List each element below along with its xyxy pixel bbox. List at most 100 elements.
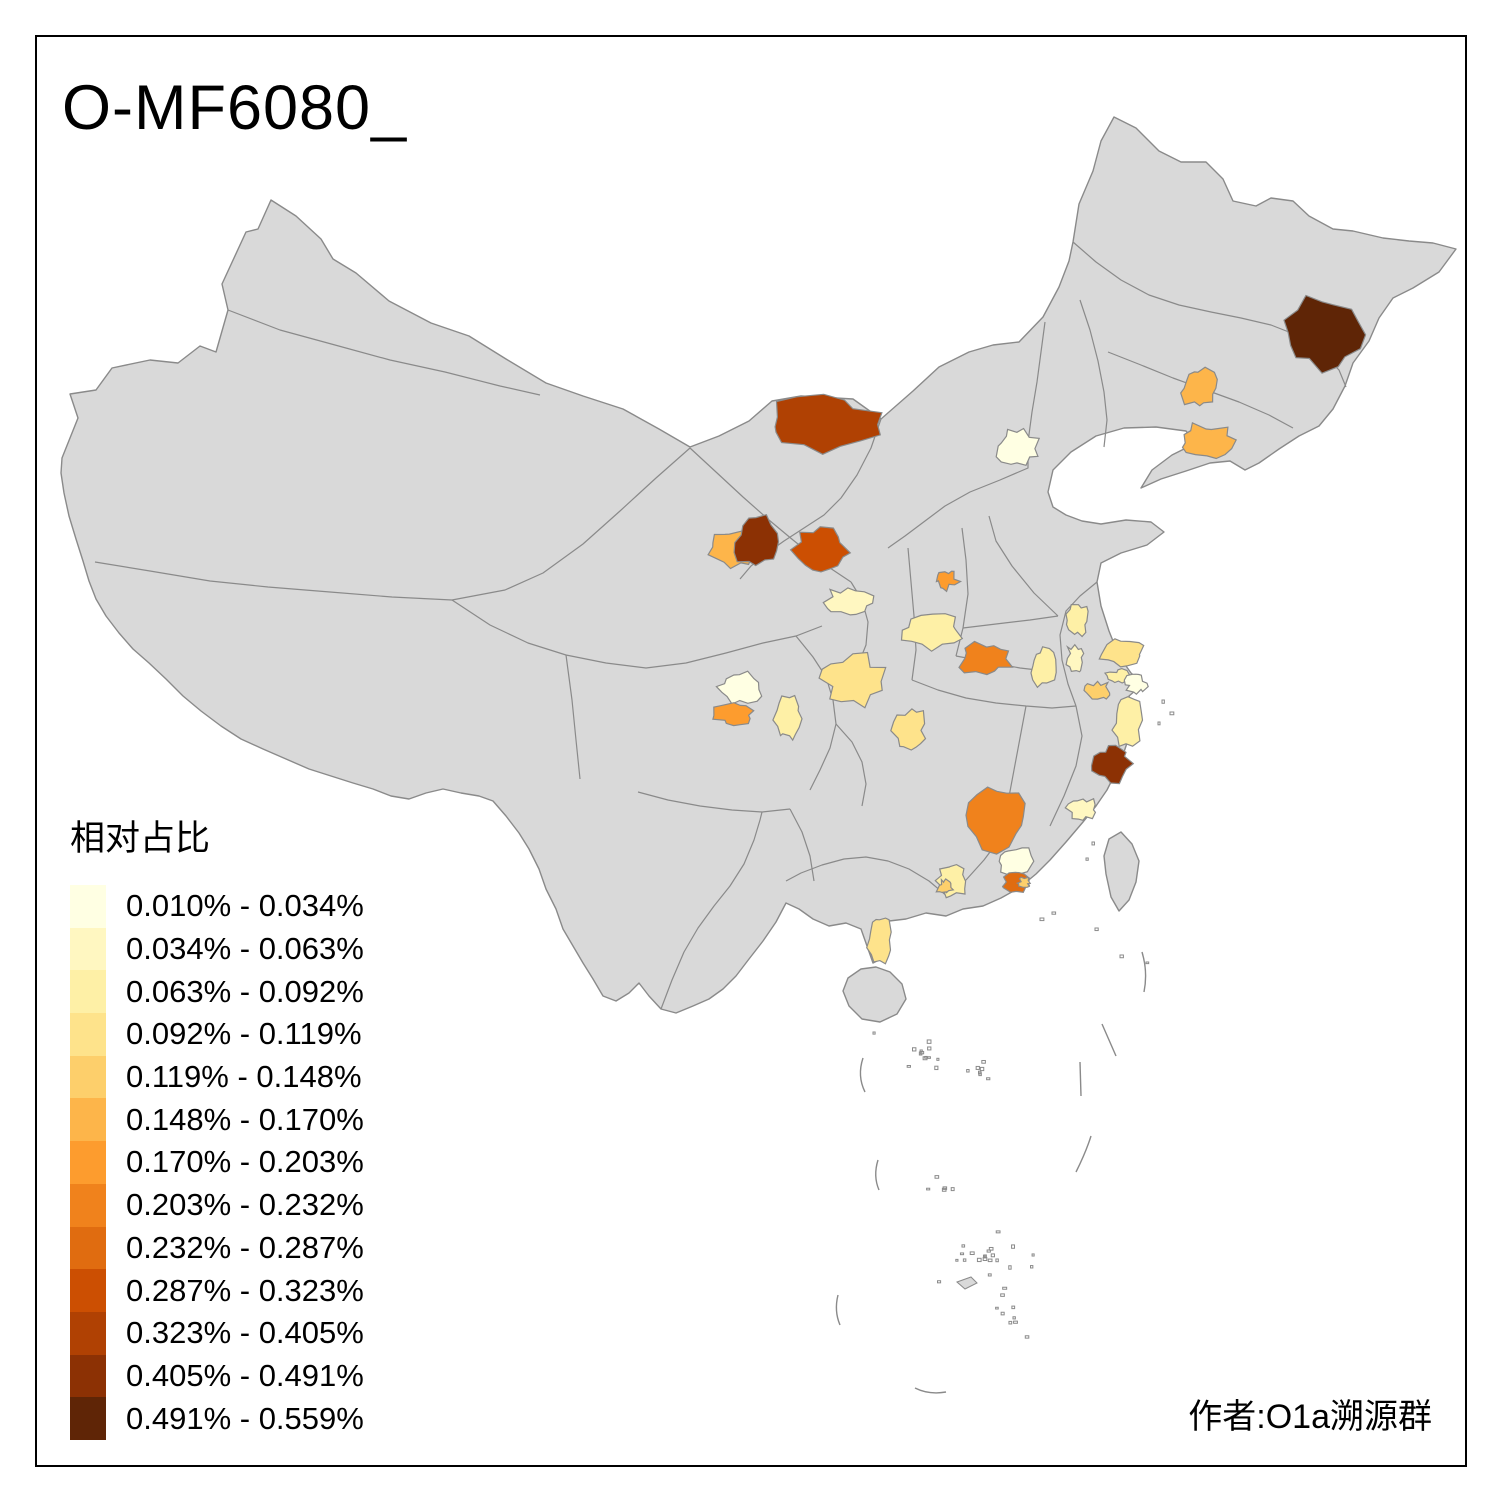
province-border — [988, 515, 1059, 617]
province-border — [1059, 581, 1098, 707]
sea-boundary-dash — [859, 1057, 866, 1093]
islet-dot — [1039, 917, 1045, 922]
sea-boundary-dash — [835, 1294, 841, 1326]
islet-dot — [982, 1254, 987, 1259]
legend-row: 0.170% - 0.203% — [70, 1141, 364, 1184]
legend-label: 0.232% - 0.287% — [126, 1229, 364, 1265]
legend-swatch — [70, 1013, 106, 1056]
land-layer — [60, 116, 1457, 1023]
map-region-r24 — [712, 702, 755, 727]
islet-dot — [955, 1258, 959, 1262]
legend-row: 0.063% - 0.092% — [70, 970, 364, 1014]
islet-dot — [995, 1258, 999, 1263]
china-mainland-outline — [60, 116, 1457, 1014]
islet-dot — [922, 1056, 928, 1061]
south-china-sea-islands-layer — [835, 699, 1175, 1394]
legend-rows: 0.010% - 0.034% 0.034% - 0.063% 0.063% - 0… — [70, 885, 364, 1440]
legend: 相对占比 0.010% - 0.034% 0.034% - 0.063% 0.063… — [70, 810, 364, 1440]
province-border — [660, 811, 763, 1010]
sea-boundary-dash — [914, 1387, 947, 1394]
taiwan-island — [1103, 831, 1140, 912]
legend-row: 0.119% - 0.148% — [70, 1055, 364, 1099]
legend-swatch — [70, 1354, 106, 1398]
map-region-r26 — [818, 651, 887, 709]
islet-dot — [1051, 911, 1057, 915]
islet-dot — [872, 1031, 876, 1035]
map-region-r29 — [998, 847, 1035, 877]
islet-dot — [1119, 954, 1124, 959]
islet-dot — [959, 1252, 965, 1256]
islet-dot — [919, 1050, 925, 1055]
legend-label: 0.405% - 0.491% — [126, 1357, 364, 1393]
legend-row: 0.323% - 0.405% — [70, 1311, 364, 1355]
map-region-r19 — [1083, 680, 1111, 700]
islet-dot — [987, 1273, 992, 1277]
map-region-r27 — [890, 708, 927, 751]
map-region-r23 — [715, 670, 763, 705]
legend-swatch — [70, 1269, 106, 1312]
legend-label: 0.119% - 0.148% — [126, 1059, 362, 1095]
map-region-r10 — [935, 570, 963, 593]
legend-row: 0.232% - 0.287% — [70, 1226, 364, 1270]
islet-dot — [975, 1065, 980, 1070]
legend-swatch — [70, 1397, 106, 1440]
islet-dot — [1161, 699, 1165, 704]
map-region-r16 — [1098, 638, 1145, 668]
islet-dot — [1008, 1265, 1012, 1270]
islet-dot — [1012, 1316, 1016, 1320]
province-border — [795, 635, 837, 791]
islet-dot — [1085, 857, 1089, 861]
sea-boundary-dash — [1101, 1023, 1117, 1057]
islet-dot — [1157, 721, 1161, 726]
map-region-r25 — [772, 694, 803, 742]
legend-row: 0.148% - 0.170% — [70, 1098, 364, 1142]
islet-dot — [927, 1056, 931, 1059]
legend-row: 0.092% - 0.119% — [70, 1013, 364, 1056]
islet-dot — [1000, 1311, 1005, 1316]
islet-dot — [927, 1046, 932, 1051]
islet-dot — [961, 1244, 966, 1248]
islet-dot — [936, 1057, 940, 1061]
map-region-r2 — [774, 393, 883, 455]
islet-dot — [986, 1077, 991, 1081]
province-border — [789, 808, 815, 882]
map-region-r5 — [995, 427, 1041, 467]
legend-label: 0.323% - 0.405% — [126, 1315, 364, 1351]
legend-swatch — [70, 1311, 106, 1355]
map-region-r13 — [1030, 646, 1057, 689]
legend-swatch — [70, 927, 106, 971]
province-border — [637, 791, 791, 813]
islet-dot — [1031, 1253, 1035, 1257]
sea-boundary-dash — [1075, 1135, 1092, 1173]
map-region-r12 — [958, 640, 1014, 676]
islet-dot — [926, 1187, 931, 1191]
legend-label: 0.203% - 0.232% — [126, 1187, 364, 1223]
islet-dot — [1145, 961, 1150, 965]
province-border — [785, 856, 949, 898]
map-region-r31 — [1015, 876, 1032, 888]
islet-dot — [937, 1280, 942, 1284]
islet-dot — [987, 1258, 993, 1263]
islet-dot — [966, 1069, 970, 1073]
islet-dot — [995, 1230, 1001, 1234]
map-region-r11 — [900, 613, 964, 652]
legend-title: 相对占比 — [70, 819, 211, 858]
province-border — [887, 321, 1046, 549]
legend-label: 0.287% - 0.323% — [126, 1272, 364, 1308]
legend-row: 0.034% - 0.063% — [70, 927, 364, 971]
map-region-r3 — [1180, 366, 1218, 407]
small-gray-islet — [956, 1276, 978, 1290]
islet-dot — [941, 1187, 947, 1192]
islet-dot — [988, 1246, 994, 1251]
islet-dot — [1024, 1335, 1030, 1339]
islet-dot — [1030, 1265, 1034, 1269]
province-border — [227, 309, 541, 396]
chart-title: O-MF6080_ — [62, 73, 408, 143]
map-region-r9 — [822, 587, 875, 616]
islet-dot — [962, 1258, 967, 1262]
legend-label: 0.092% - 0.119% — [126, 1016, 362, 1052]
province-border — [1079, 299, 1108, 448]
legend-swatch — [70, 1098, 106, 1142]
islet-dot — [995, 1306, 999, 1310]
